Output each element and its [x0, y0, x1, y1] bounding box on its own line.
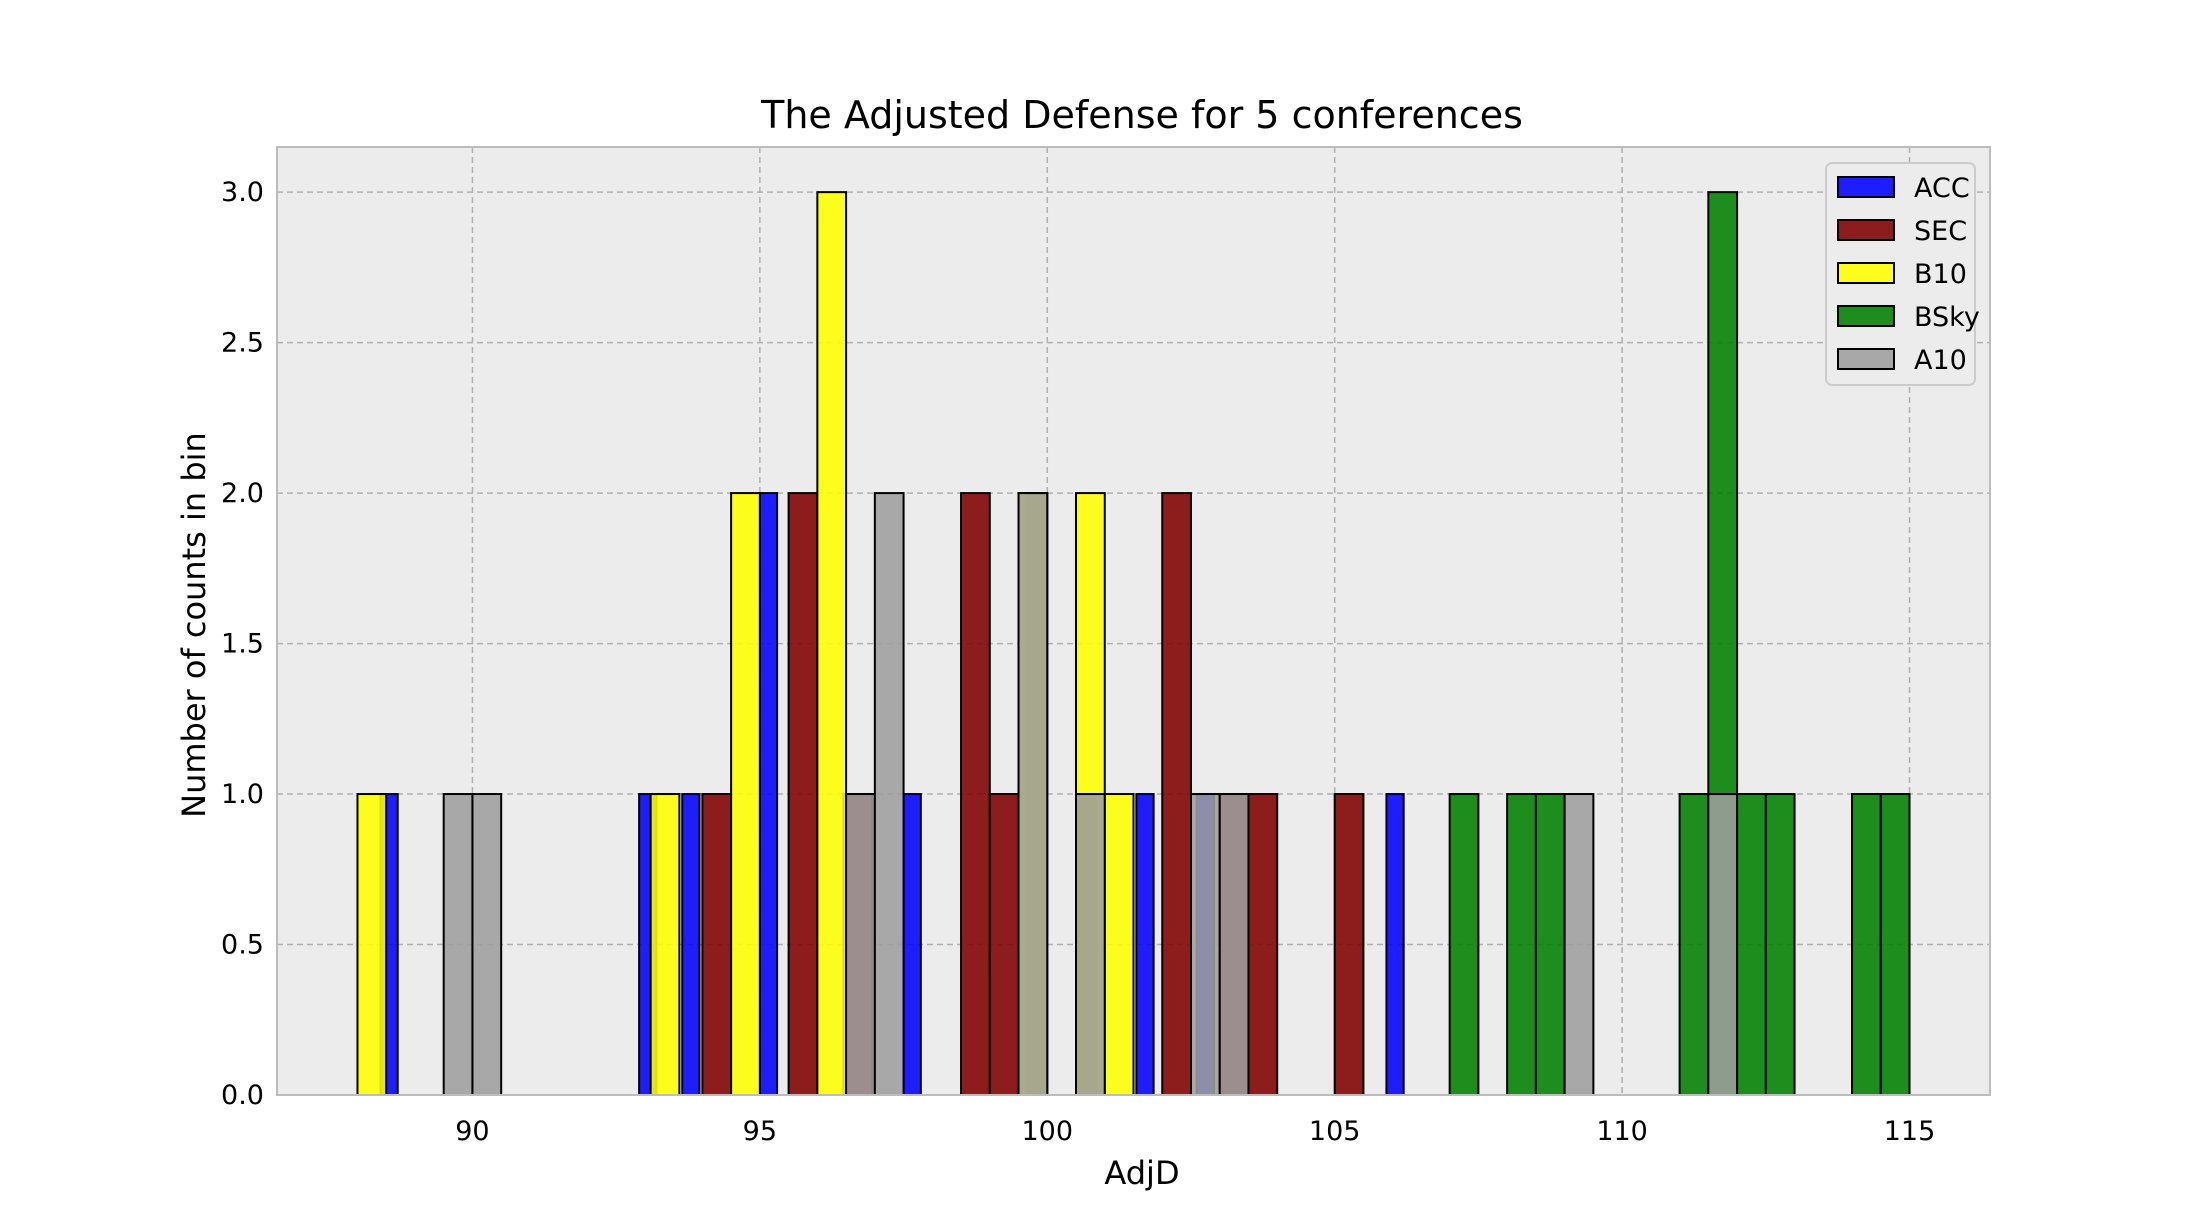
bar-sec: [1247, 793, 1279, 1096]
x-tick-label: 115: [1884, 1116, 1936, 1147]
bar-a10: [1563, 793, 1595, 1096]
bar-a10: [1218, 793, 1250, 1096]
legend-swatch-sec: [1837, 219, 1895, 241]
x-axis-label: AdjD: [1104, 1154, 1179, 1192]
legend-swatch-acc: [1837, 176, 1895, 198]
x-tick-label: 110: [1596, 1116, 1648, 1147]
x-tick-label: 105: [1309, 1116, 1361, 1147]
bar-b10: [816, 191, 848, 1096]
bar-a10: [1189, 793, 1221, 1096]
y-tick-label: 2.0: [221, 478, 264, 509]
bar-bsky: [1534, 793, 1566, 1096]
legend-label-sec: SEC: [1914, 216, 1967, 247]
bar-acc: [681, 793, 701, 1096]
bar-bsky: [1879, 793, 1911, 1096]
bar-acc: [758, 492, 779, 1097]
chart-title: The Adjusted Defense for 5 conferences: [760, 93, 1523, 137]
y-ticks: 0.0 0.5 1.0 1.5 2.0 2.5 3.0: [221, 177, 264, 1111]
bar-sec: [960, 492, 991, 1097]
y-tick-label: 3.0: [221, 177, 264, 208]
bar-acc: [1385, 793, 1405, 1096]
bar-bsky: [1678, 793, 1710, 1096]
legend-swatch-bsky: [1837, 305, 1895, 327]
bar-b10: [649, 793, 681, 1096]
bar-a10: [1707, 793, 1739, 1096]
bar-acc: [902, 793, 922, 1096]
bar-sec: [1333, 793, 1365, 1096]
y-axis-label: Number of counts in bin: [175, 432, 213, 818]
bar-sec: [988, 793, 1020, 1096]
bar-bsky: [1764, 793, 1796, 1096]
legend-label-bsky: BSky: [1914, 302, 1980, 333]
bar-b10: [730, 492, 761, 1097]
x-tick-label: 95: [743, 1116, 777, 1147]
bar-sec: [701, 793, 733, 1096]
bar-acc: [1135, 793, 1155, 1096]
legend-label-b10: B10: [1914, 259, 1967, 290]
bar-a10: [845, 793, 876, 1096]
legend-label-acc: ACC: [1914, 173, 1970, 204]
bar-sec: [787, 492, 819, 1097]
bar-a10: [442, 793, 474, 1096]
bar-a10: [471, 793, 503, 1096]
y-tick-label: 2.5: [221, 328, 264, 359]
bar-sec: [1161, 492, 1192, 1097]
bar-bsky: [1448, 793, 1480, 1096]
bar-a10: [1017, 492, 1049, 1097]
legend-label-a10: A10: [1914, 345, 1967, 376]
legend-swatch-a10: [1837, 348, 1895, 370]
bar-bsky: [1736, 793, 1767, 1096]
x-tick-label: 90: [455, 1116, 489, 1147]
x-ticks: 90 95 100 105 110 115: [455, 1116, 1935, 1147]
series-bsky: [1448, 191, 1911, 1096]
bar-bsky: [1851, 793, 1882, 1096]
y-tick-label: 0.0: [221, 1080, 264, 1111]
y-tick-label: 1.0: [221, 779, 264, 810]
y-tick-label: 0.5: [221, 930, 264, 961]
legend-box: [1825, 162, 1976, 386]
bar-bsky: [1506, 793, 1537, 1096]
y-tick-label: 1.5: [221, 629, 264, 660]
legend: ACC SEC B10 BSky A10: [1825, 162, 1980, 386]
bar-b10: [356, 793, 388, 1096]
bar-b10: [1103, 793, 1135, 1096]
plot-frame: [276, 146, 1991, 1096]
bar-a10: [1075, 793, 1106, 1096]
plot-area: 90 95 100 105 110 115 0.0 0.5 1.0 1.5 2.0 2.5 3.0: [221, 146, 1991, 1147]
x-tick-label: 100: [1022, 1116, 1074, 1147]
bar-a10: [873, 492, 905, 1097]
legend-swatch-b10: [1837, 262, 1895, 284]
